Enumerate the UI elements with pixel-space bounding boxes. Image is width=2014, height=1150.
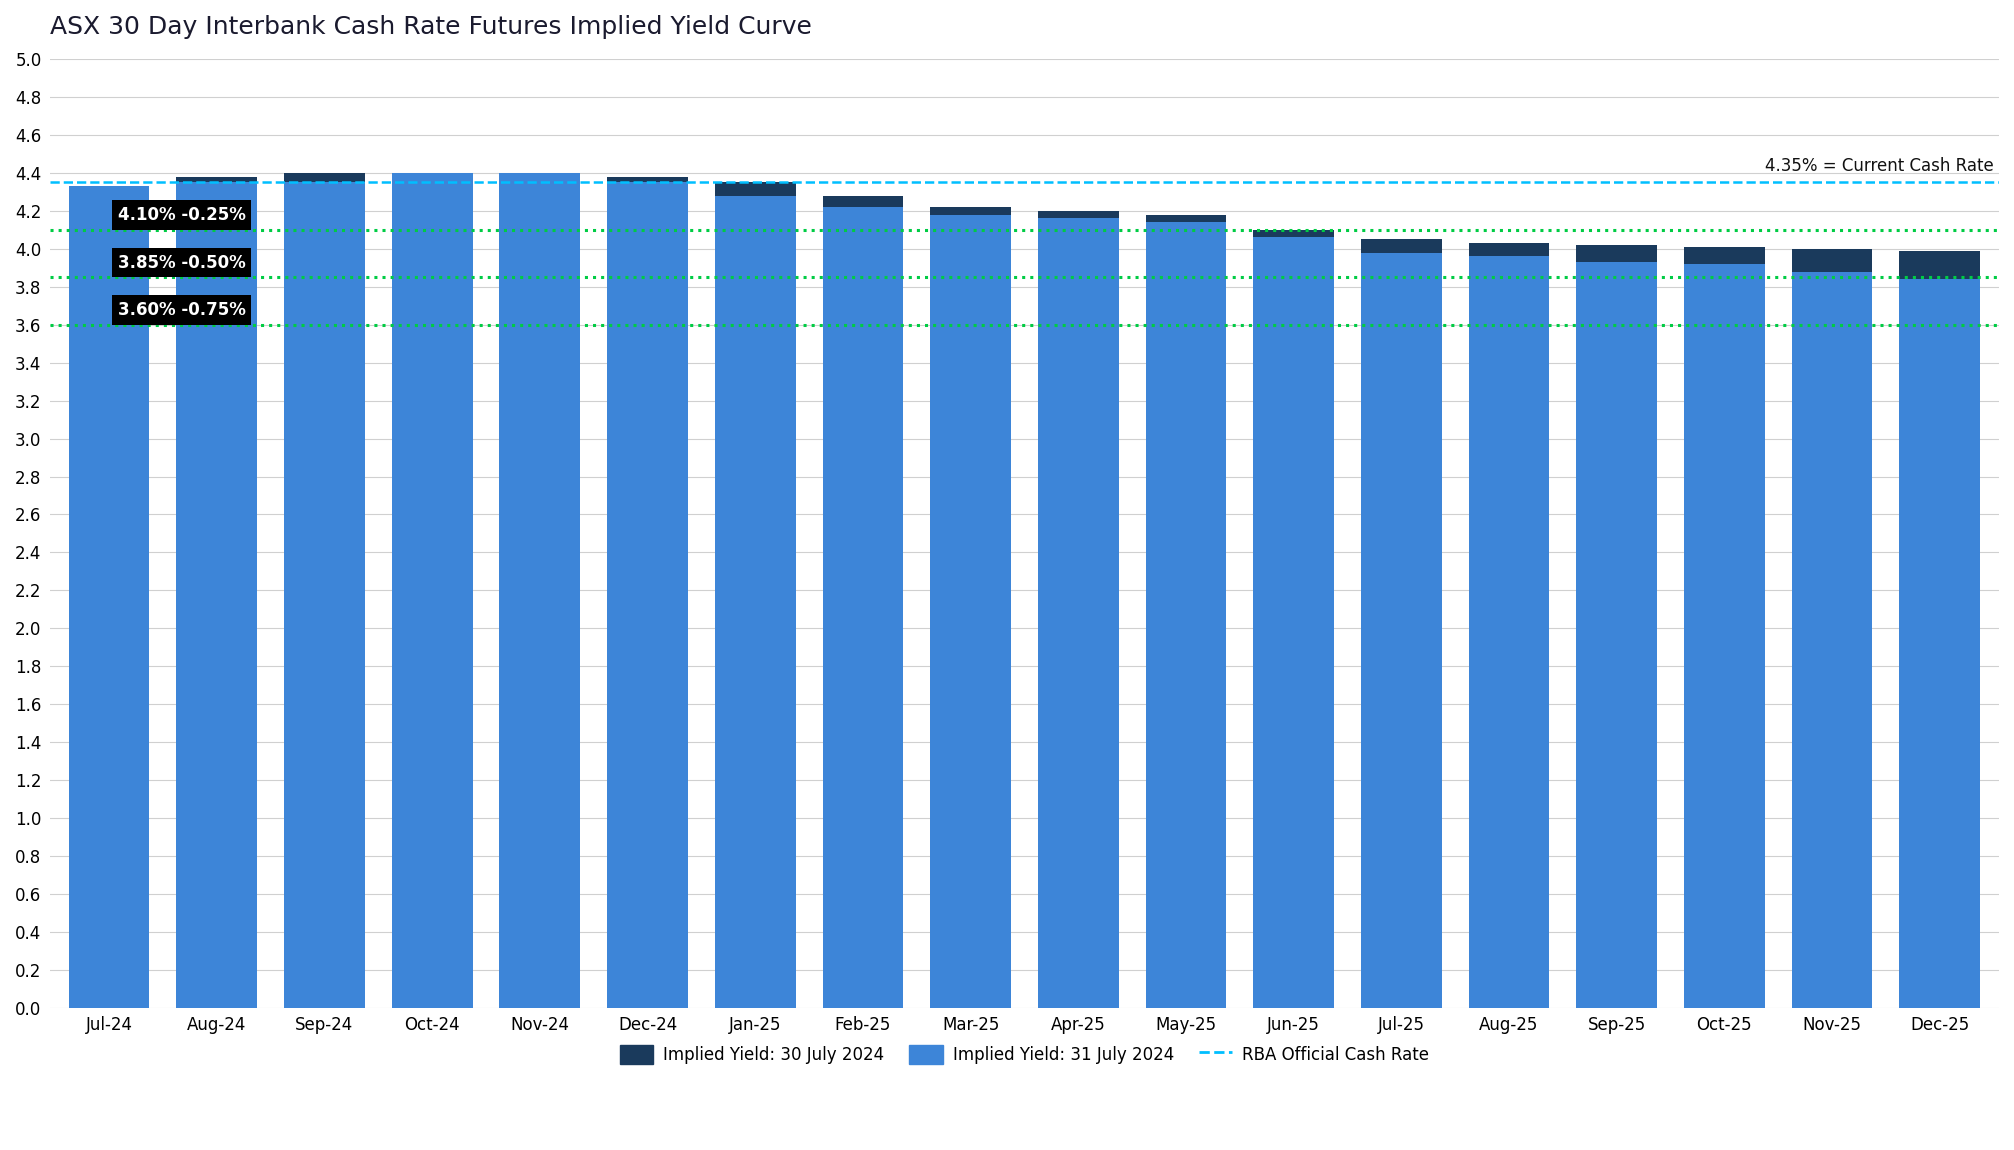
RBA Official Cash Rate <box>97 176 121 190</box>
Bar <box>822 196 902 207</box>
Bar <box>1792 248 1873 271</box>
Bar <box>1253 230 1333 237</box>
Bar <box>822 207 902 1007</box>
Bar <box>284 183 365 1007</box>
Text: 3.85% -0.50%: 3.85% -0.50% <box>117 253 246 271</box>
Bar <box>177 183 258 1007</box>
Bar <box>715 196 796 1007</box>
Bar <box>930 207 1011 215</box>
Bar <box>177 177 258 183</box>
Bar <box>68 186 149 1007</box>
Bar <box>606 177 689 183</box>
RBA Official Cash Rate <box>205 176 230 190</box>
Bar <box>715 183 796 196</box>
Bar <box>1792 271 1873 1007</box>
Bar <box>1684 264 1764 1007</box>
Bar <box>1253 237 1333 1007</box>
Text: ASX 30 Day Interbank Cash Rate Futures Implied Yield Curve: ASX 30 Day Interbank Cash Rate Futures I… <box>50 15 812 39</box>
Bar <box>606 183 689 1007</box>
Bar <box>930 215 1011 1007</box>
Bar <box>393 172 473 1007</box>
Bar <box>1684 247 1764 264</box>
Bar <box>1899 251 1980 279</box>
Bar <box>1468 243 1549 256</box>
Legend: Implied Yield: 30 July 2024, Implied Yield: 31 July 2024, RBA Official Cash Rate: Implied Yield: 30 July 2024, Implied Yie… <box>612 1038 1436 1071</box>
Bar <box>1146 215 1227 222</box>
Text: 4.35% = Current Cash Rate: 4.35% = Current Cash Rate <box>1764 156 1994 175</box>
Bar <box>499 172 580 1007</box>
Bar <box>1361 253 1442 1007</box>
Bar <box>1577 245 1658 262</box>
Bar <box>1468 256 1549 1007</box>
Bar <box>284 172 365 183</box>
Bar <box>1899 279 1980 1007</box>
Text: 4.10% -0.25%: 4.10% -0.25% <box>117 206 246 224</box>
Text: 3.60% -0.75%: 3.60% -0.75% <box>117 301 246 319</box>
Bar <box>1037 218 1118 1007</box>
Bar <box>1577 262 1658 1007</box>
Bar <box>1146 222 1227 1007</box>
Bar <box>1037 210 1118 218</box>
Bar <box>1361 239 1442 253</box>
